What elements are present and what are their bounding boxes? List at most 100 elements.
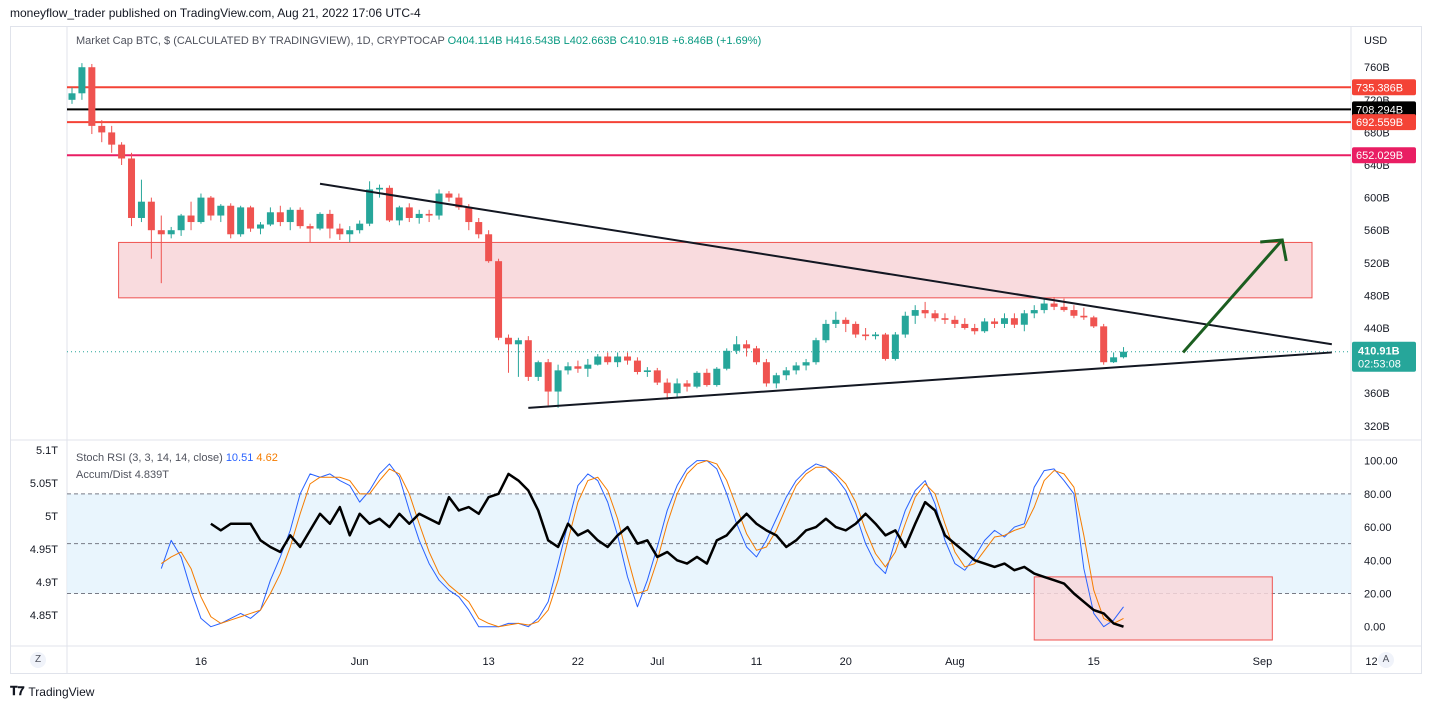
accum-dist-tick-label: 4.85T <box>30 610 58 622</box>
candle-body <box>872 334 880 337</box>
accum-dist-tick-label: 5.1T <box>36 445 58 457</box>
time-tick-label: Sep <box>1253 656 1273 668</box>
candle-body <box>445 193 453 198</box>
candle-body <box>366 189 374 224</box>
candle-body <box>286 209 294 223</box>
candle-body <box>316 213 324 229</box>
accum-dist-tick-label: 4.95T <box>30 544 58 556</box>
candle-body <box>425 213 433 216</box>
time-tick-label: 16 <box>195 656 207 668</box>
candle-body <box>832 319 840 324</box>
countdown-label: 02:53:08 <box>1358 359 1401 371</box>
candle-body <box>68 93 76 100</box>
time-tick-label: 13 <box>483 656 495 668</box>
accum-dist-value: 4.839T <box>134 469 169 481</box>
candle-body <box>891 334 899 359</box>
stoch-k-value: 10.51 <box>225 452 254 464</box>
candle-body <box>326 213 334 229</box>
candle-body <box>187 215 195 223</box>
candle-body <box>207 197 215 216</box>
candle-body <box>822 323 830 341</box>
oscillator-legend: Stoch RSI (3, 3, 14, 14, close) 10.51 4.… <box>76 450 278 484</box>
candle-body <box>514 340 522 345</box>
accum-dist-label: Accum/Dist <box>76 469 132 481</box>
time-tick-label: 11 <box>751 656 762 668</box>
candle-body <box>276 212 284 223</box>
candle-body <box>554 370 562 392</box>
candle-body <box>584 364 592 369</box>
candle-body <box>495 261 503 338</box>
candle-body <box>247 207 255 229</box>
candle-body <box>346 230 354 235</box>
candle-body <box>1000 318 1008 324</box>
last-price-label: 410.91B <box>1358 346 1400 358</box>
main-legend: Market Cap BTC, $ (CALCULATED BY TRADING… <box>76 35 761 47</box>
osc-tick-label: 100.00 <box>1364 456 1398 468</box>
candle-body <box>78 67 86 94</box>
candle-body <box>812 340 820 363</box>
auto-zoom-button[interactable]: Z <box>30 652 46 668</box>
projection-arrow-head <box>1260 238 1288 262</box>
candle-body <box>881 334 889 359</box>
candle-body <box>415 213 423 218</box>
candle-body <box>733 344 741 351</box>
candle-body <box>911 310 919 316</box>
candle-body <box>455 197 463 208</box>
price-tick-label: 680B <box>1364 127 1390 139</box>
candle-body <box>435 193 443 216</box>
candle-body <box>991 321 999 324</box>
candle-body <box>971 327 979 332</box>
candle-body <box>594 356 602 365</box>
candle-body <box>465 207 473 223</box>
candle-body <box>673 383 681 394</box>
candle-body <box>128 158 136 218</box>
osc-tick-label: 0.00 <box>1364 622 1385 634</box>
candle-body <box>167 230 175 235</box>
candle-body <box>385 187 393 221</box>
osc-tick-label: 20.00 <box>1364 588 1392 600</box>
candle-body <box>752 348 760 363</box>
accum-dist-tick-label: 5T <box>45 511 58 523</box>
candle-body <box>624 356 632 361</box>
horizontal-level-tag <box>1352 114 1416 131</box>
candle-body <box>931 313 939 319</box>
footer: 𝐓𝟕 TradingView <box>10 684 94 699</box>
candle-body <box>842 319 850 324</box>
candle-body <box>306 226 314 229</box>
symbol-title: Market Cap BTC, $ (CALCULATED BY TRADING… <box>76 35 445 47</box>
candle-body <box>1090 317 1098 327</box>
candle-body <box>197 197 205 223</box>
candle-body <box>1060 306 1068 311</box>
candle-body <box>137 201 145 218</box>
candle-body <box>157 230 165 235</box>
osc-tick-label: 60.00 <box>1364 522 1392 534</box>
candle-body <box>1050 303 1058 307</box>
horizontal-level-tag <box>1352 147 1416 164</box>
osc-tick-label: 80.00 <box>1364 489 1392 501</box>
candle-body <box>683 383 691 387</box>
horizontal-level-label: 652.029B <box>1356 150 1403 162</box>
candle-body <box>1040 303 1048 311</box>
horizontal-level-tag <box>1352 79 1416 96</box>
open-value: O404.114B <box>447 35 503 47</box>
price-tick-label: 520B <box>1364 258 1390 270</box>
resistance-zone <box>118 241 1313 299</box>
stoch-d-line <box>161 460 1124 628</box>
time-tick-label: 22 <box>572 656 584 668</box>
candle-body <box>1110 357 1118 363</box>
projection-arrow-shaft <box>1181 238 1284 354</box>
candle-body <box>961 323 969 328</box>
candle-body <box>901 315 909 335</box>
candle-body <box>227 205 235 235</box>
candle-body <box>723 350 731 369</box>
auto-scale-button[interactable]: A <box>1378 652 1394 668</box>
price-tick-label: 560B <box>1364 225 1390 237</box>
close-value: C410.91B <box>619 35 669 47</box>
candle-body <box>1030 310 1038 314</box>
candle-body <box>405 207 413 218</box>
candle-body <box>921 310 929 314</box>
candle-body <box>792 365 800 371</box>
high-value: H416.543B <box>505 35 561 47</box>
candle-body <box>633 360 641 372</box>
